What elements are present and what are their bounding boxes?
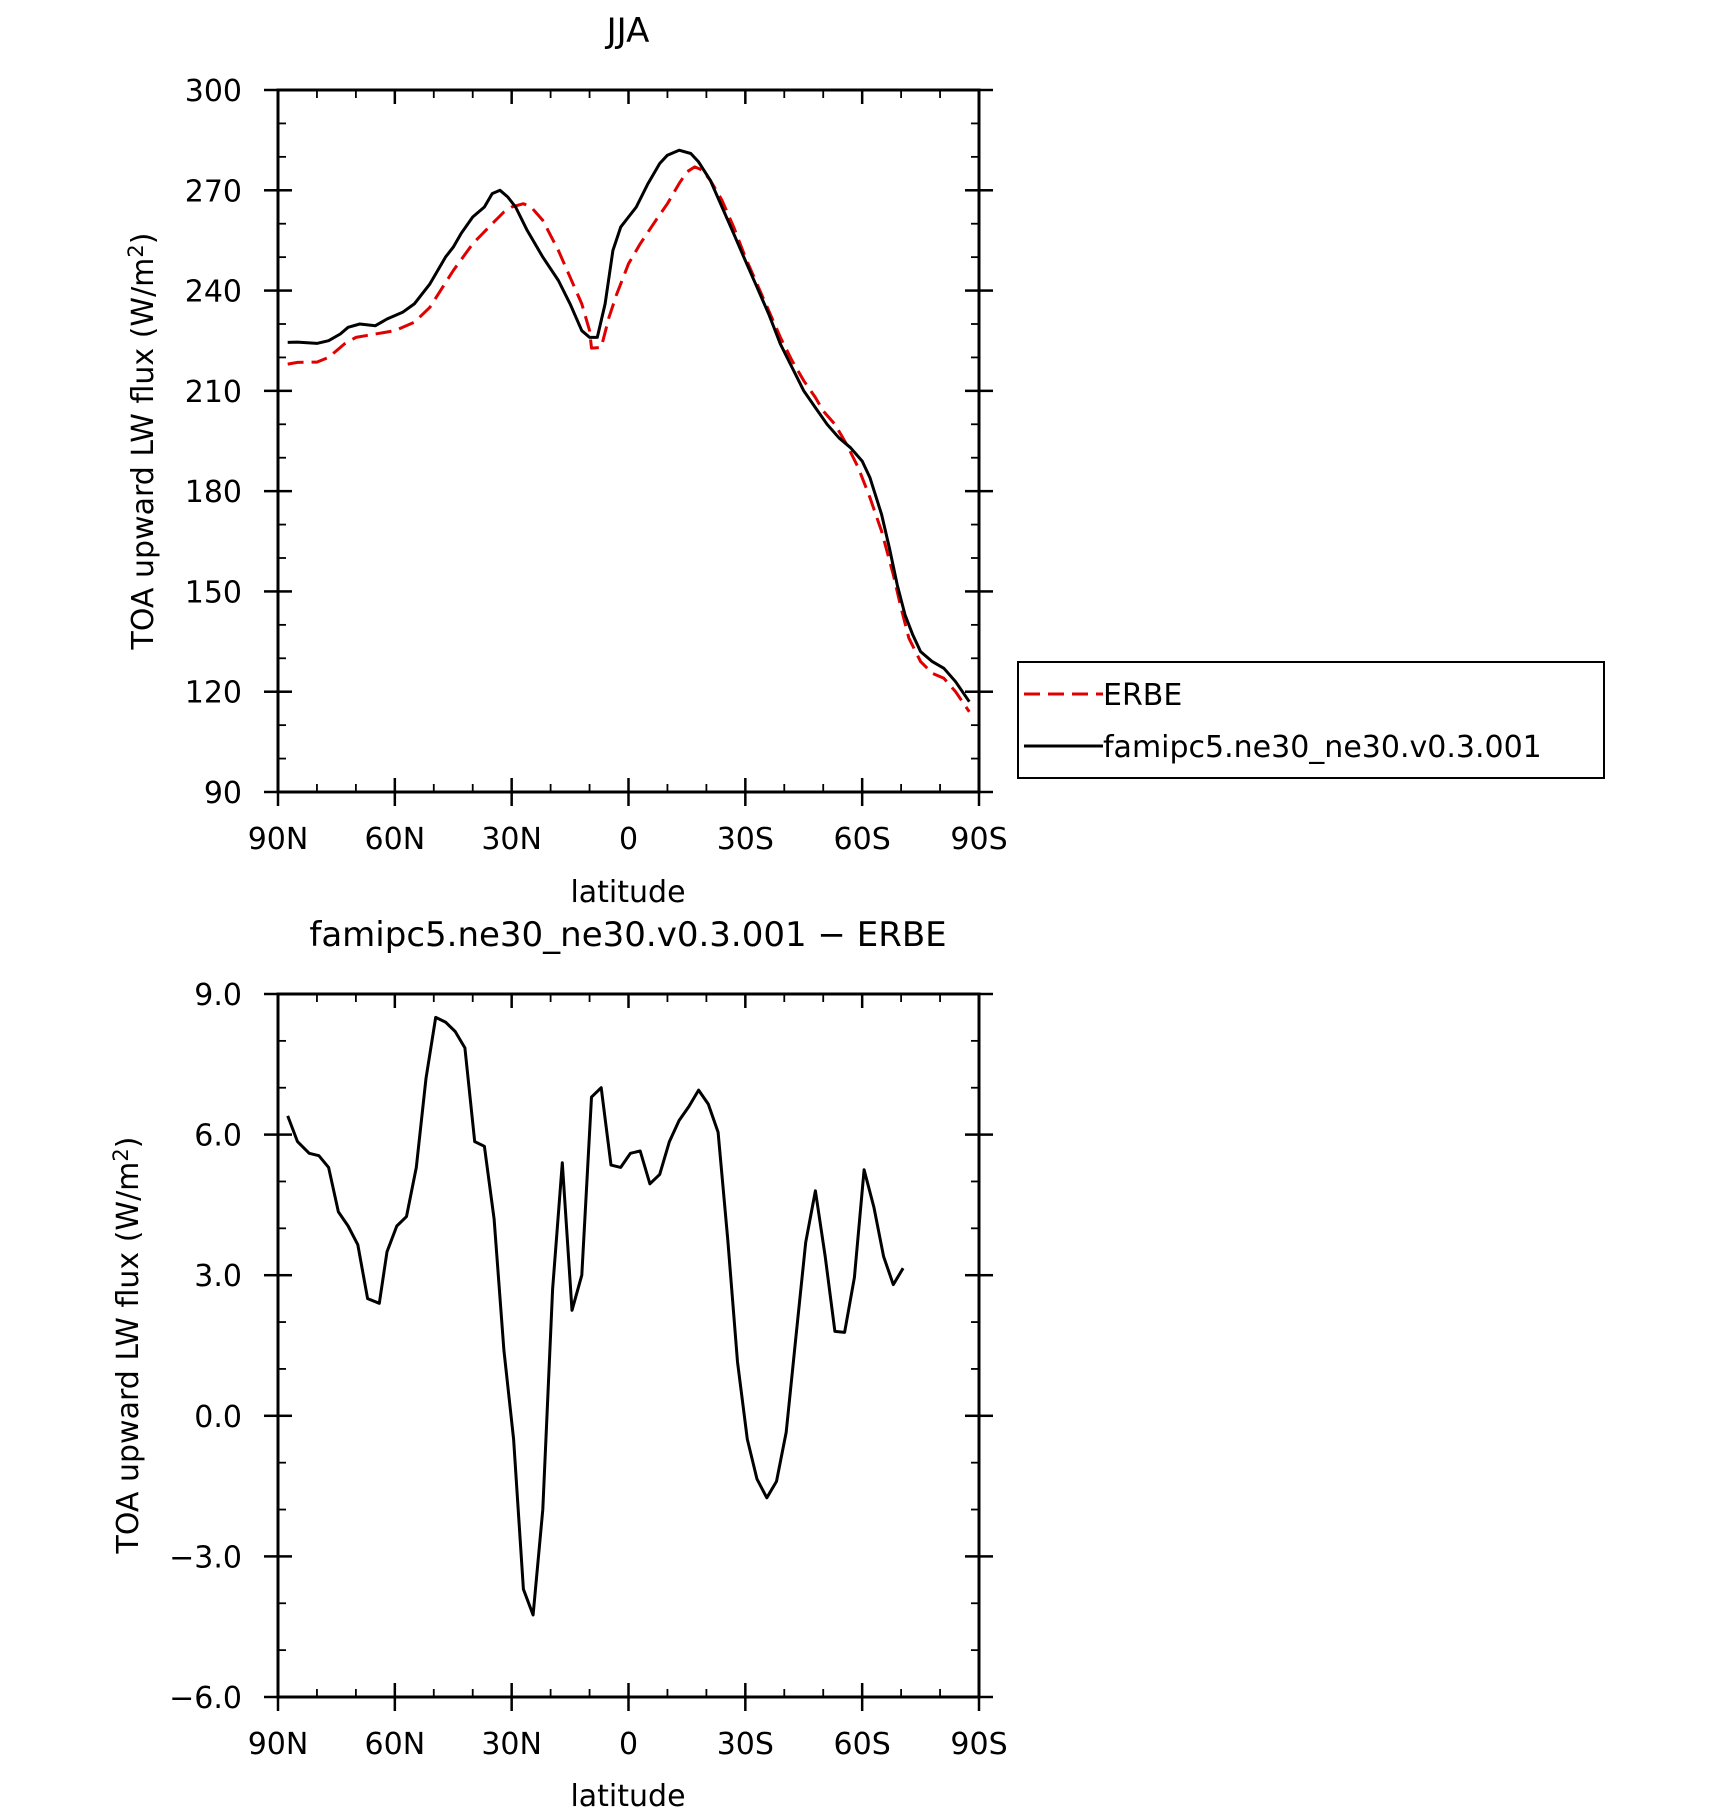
top-y-axis-label-close: )	[126, 233, 161, 245]
bottom-y-axis-label: TOA upward LW flux (W/m2)	[109, 1137, 146, 1555]
bottom-x-tick-label: 60N	[365, 1727, 426, 1762]
bottom-y-tick-label: −6.0	[169, 1681, 242, 1716]
bottom-x-tick-label: 0	[619, 1727, 638, 1762]
top-series	[287, 148, 971, 713]
bottom-x-tick-label: 30S	[717, 1727, 774, 1762]
bottom-x-tick-label: 90S	[950, 1727, 1007, 1762]
top-y-tick-label: 210	[185, 375, 242, 410]
bottom-series-line-0	[286, 1015, 905, 1617]
bottom-tick-labels: 90N 60N 30N 0 30S 60S 90S −6.0 −3.0 0.0 3.0 6.0 9.0	[169, 978, 1007, 1762]
bottom-y-tick-label: −3.0	[169, 1540, 242, 1575]
top-panel: JJA 90N 60N 30N 0 30S 60S 90S 90 120 150 180 210 240…	[124, 11, 1605, 910]
legend-label-erbe: ERBE	[1103, 678, 1182, 713]
top-y-tick-label: 90	[204, 776, 242, 811]
top-y-tick-label: 180	[185, 475, 242, 510]
bottom-y-tick-label: 0.0	[194, 1400, 242, 1435]
top-x-tick-label: 0	[619, 822, 638, 857]
bottom-y-axis-label-main: TOA upward LW flux (W/m	[111, 1162, 146, 1555]
top-x-tick-label: 60S	[834, 822, 891, 857]
bottom-x-tick-label: 30N	[481, 1727, 542, 1762]
bottom-y-tick-label: 3.0	[194, 1259, 242, 1294]
legend-box	[1017, 661, 1605, 779]
legend: ERBE famipc5.ne30_ne30.v0.3.001	[1017, 661, 1605, 779]
bottom-series	[286, 1015, 905, 1617]
top-x-tick-label: 90S	[950, 822, 1007, 857]
bottom-x-tick-label: 90N	[248, 1727, 309, 1762]
bottom-chart-title: famipc5.ne30_ne30.v0.3.001 − ERBE	[309, 915, 946, 955]
top-x-axis-label: latitude	[570, 875, 685, 910]
bottom-x-axis-label: latitude	[570, 1779, 685, 1811]
top-axis-ticks	[264, 88, 993, 806]
bottom-y-axis-label-superscript: 2	[109, 1148, 133, 1161]
top-y-axis-label: TOA upward LW flux (W/m2)	[124, 233, 161, 651]
bottom-y-axis-label-close: )	[111, 1137, 146, 1149]
top-y-tick-label: 270	[185, 174, 242, 209]
bottom-panel: famipc5.ne30_ne30.v0.3.001 − ERBE 90N 60N…	[109, 915, 1008, 1811]
top-y-axis-label-superscript: 2	[124, 244, 148, 257]
top-plot-frame	[276, 88, 981, 794]
top-y-tick-label: 300	[185, 74, 242, 109]
top-series-line-1	[287, 148, 971, 703]
top-y-tick-label: 120	[185, 676, 242, 711]
top-y-axis-label-main: TOA upward LW flux (W/m	[126, 258, 161, 651]
top-tick-labels: 90N 60N 30N 0 30S 60S 90S 90 120 150 180 210 240 270 3…	[185, 74, 1008, 857]
top-y-tick-label: 150	[185, 575, 242, 610]
top-x-tick-label: 90N	[248, 822, 309, 857]
top-x-tick-label: 60N	[365, 822, 426, 857]
bottom-plot-frame	[276, 992, 981, 1699]
bottom-y-tick-label: 6.0	[194, 1119, 242, 1154]
top-y-tick-label: 240	[185, 275, 242, 310]
top-x-tick-label: 30S	[717, 822, 774, 857]
legend-label-model: famipc5.ne30_ne30.v0.3.001	[1103, 730, 1542, 765]
bottom-y-tick-label: 9.0	[194, 978, 242, 1013]
top-x-tick-label: 30N	[481, 822, 542, 857]
top-chart-title: JJA	[605, 11, 650, 51]
bottom-x-tick-label: 60S	[834, 1727, 891, 1762]
bottom-axis-ticks	[264, 992, 993, 1711]
top-series-line-0	[287, 165, 971, 713]
